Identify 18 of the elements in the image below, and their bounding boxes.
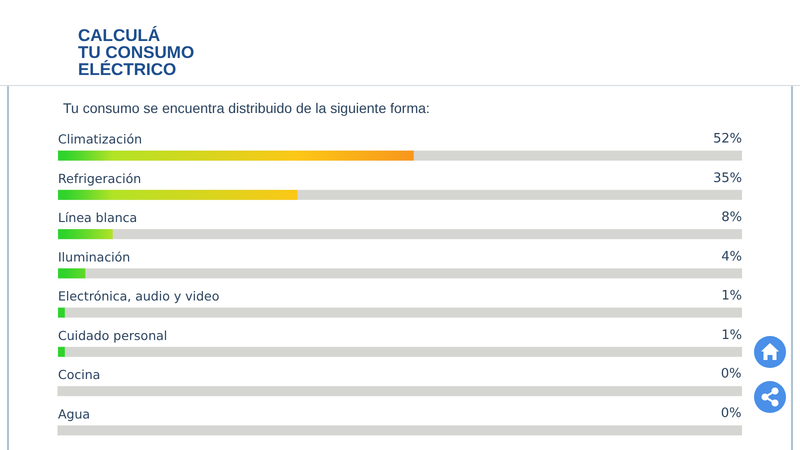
y-tick-label: Cocina: [58, 367, 100, 382]
data-label: 52%: [713, 132, 742, 147]
y-tick-label: Cuidado personal: [58, 328, 168, 343]
data-label: 1%: [721, 288, 742, 304]
data-label: 35%: [713, 170, 742, 186]
data-label: 0%: [720, 406, 742, 421]
data-label: 8%: [721, 210, 742, 226]
y-tick-label: Climatización: [58, 132, 142, 147]
y-tick-label: Agua: [58, 406, 90, 422]
y-tick-label: Iluminación: [58, 249, 130, 264]
chart-subtitle: Tu consumo se encuentra distribuido de la siguiente forma:: [63, 100, 430, 116]
y-tick-label: Línea blanca: [58, 210, 138, 226]
data-label: 0%: [720, 366, 742, 382]
y-tick-label: Refrigeración: [58, 170, 142, 186]
data-label: 1%: [721, 328, 742, 343]
chart-title: CALCULÁ TU CONSUMO ELÉCTRICO: [78, 25, 194, 79]
data-label: 4%: [721, 249, 742, 264]
y-tick-label: Electrónica, audio y video: [58, 288, 220, 304]
